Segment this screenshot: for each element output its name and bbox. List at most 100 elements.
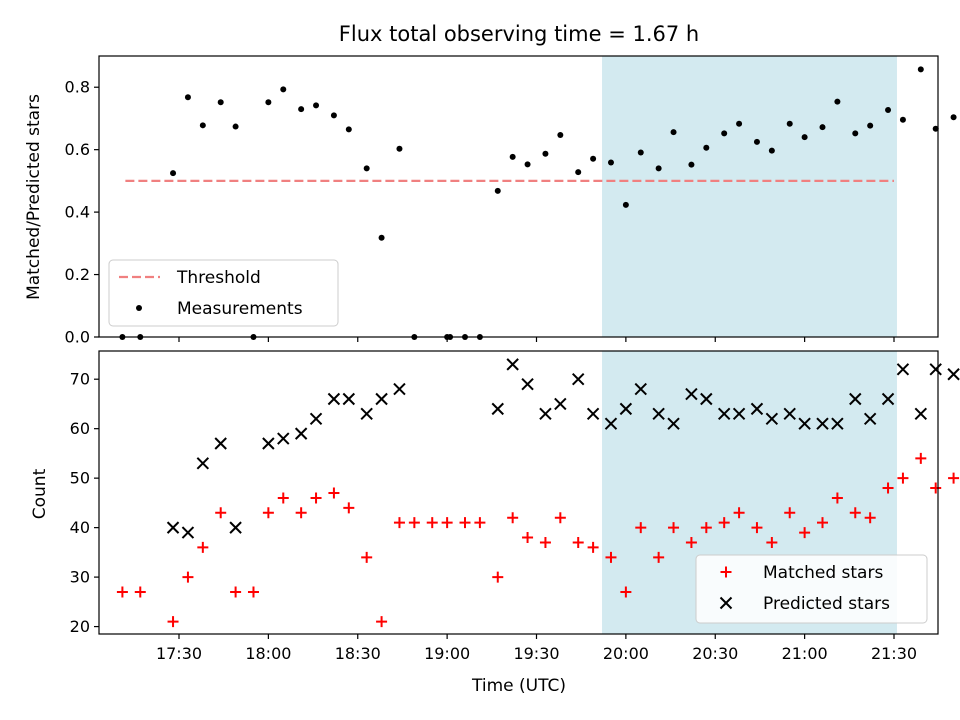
legend-measurements-swatch <box>136 305 142 311</box>
matched-star-point <box>134 586 146 598</box>
bottom-axes-frame <box>98 350 939 635</box>
predicted-star-point <box>619 402 633 416</box>
measurement-point <box>670 129 677 136</box>
measurement-point <box>298 106 305 113</box>
predicted-star-point <box>914 407 928 421</box>
matched-star-point <box>685 536 697 548</box>
matched-star-point <box>554 512 566 524</box>
matched-star-point <box>784 507 796 519</box>
matched-star-point <box>474 517 486 529</box>
predicted-star-point <box>831 417 844 430</box>
measurement-point <box>509 153 516 160</box>
measurement-point <box>184 94 191 101</box>
matched-star-point <box>408 517 420 529</box>
predicted-star-point <box>309 412 323 425</box>
predicted-star-point <box>586 407 600 421</box>
matched-star-point <box>915 452 927 464</box>
predicted-star-point <box>196 457 210 470</box>
measurement-point <box>542 150 549 157</box>
predicted-star-point <box>181 526 195 539</box>
x-tick-label: 21:00 <box>782 644 828 663</box>
measurement-point <box>932 125 939 132</box>
legend-matched-label: Matched stars <box>763 563 883 583</box>
matched-star-point <box>507 512 519 524</box>
predicted-star-point <box>506 358 519 371</box>
matched-star-point <box>295 507 307 519</box>
matched-star-point <box>882 482 894 494</box>
measurement-point <box>950 114 957 121</box>
predicted-star-point <box>634 382 647 396</box>
measurement-point <box>557 131 564 138</box>
measurement-point <box>655 165 662 172</box>
predicted-star-point <box>667 417 680 430</box>
predicted-star-point <box>929 363 942 376</box>
predicted-star-point <box>539 407 552 421</box>
predicted-star-point <box>572 372 585 386</box>
x-axis-label: Time (UTC) <box>471 676 566 696</box>
measurement-point <box>753 138 760 145</box>
matched-star-point <box>766 536 778 548</box>
matched-star-point <box>230 586 242 598</box>
top-y-tick-label: 0.2 <box>65 265 90 284</box>
matched-star-point <box>426 517 438 529</box>
measurement-point <box>313 102 320 109</box>
predicted-star-point <box>717 407 731 421</box>
measurement-point <box>885 107 892 114</box>
top-shaded-region <box>602 56 897 337</box>
predicted-star-point <box>342 392 356 406</box>
matched-star-point <box>751 522 763 534</box>
predicted-star-point <box>700 392 713 406</box>
predicted-star-point <box>685 387 698 401</box>
measurement-point <box>590 155 597 162</box>
matched-star-point <box>167 616 179 628</box>
matched-star-point <box>653 551 665 563</box>
measurement-point <box>232 123 239 130</box>
matched-star-point <box>197 541 209 553</box>
measurement-point <box>575 169 582 176</box>
measurement-point <box>396 145 403 152</box>
predicted-star-point <box>262 437 275 450</box>
predicted-star-point <box>229 521 242 534</box>
matched-star-point <box>492 571 504 583</box>
x-tick-label: 19:30 <box>513 644 559 663</box>
predicted-star-point <box>327 392 341 406</box>
top-legend-box <box>108 259 339 327</box>
top-y-tick-label: 0.8 <box>65 78 90 97</box>
predicted-star-point <box>360 407 373 421</box>
predicted-star-point <box>393 382 406 396</box>
measurement-point <box>768 147 775 154</box>
measurement-point <box>330 112 337 119</box>
top-data-markers <box>119 66 957 340</box>
measurement-point <box>852 130 859 137</box>
predicted-star-point <box>896 363 910 376</box>
matched-star-point <box>733 507 745 519</box>
legend-measurements-label: Measurements <box>177 299 303 319</box>
matched-star-point <box>328 487 340 499</box>
matched-star-point <box>897 472 909 484</box>
predicted-star-point <box>863 412 877 425</box>
top-legend: Threshold Measurements <box>108 259 339 327</box>
predicted-star-point <box>491 402 504 416</box>
matched-star-point <box>393 517 405 529</box>
x-tick-label: 19:00 <box>424 644 470 663</box>
matched-star-point <box>361 551 373 563</box>
bottom-legend-box <box>695 554 928 624</box>
bottom-legend: Matched stars Predicted stars <box>695 554 928 624</box>
matched-star-point <box>310 492 322 504</box>
measurement-point <box>819 124 826 131</box>
measurement-point <box>494 187 501 194</box>
predicted-star-point <box>783 407 796 421</box>
predicted-star-point <box>214 437 227 450</box>
top-axes-frame <box>98 55 939 338</box>
x-tick-label: 20:00 <box>603 644 649 663</box>
x-tick-label: 21:30 <box>871 644 917 663</box>
measurement-point <box>378 234 385 241</box>
matched-star-point <box>522 532 534 544</box>
measurement-point <box>721 130 728 137</box>
matched-star-point <box>116 586 128 598</box>
matched-star-point <box>376 616 388 628</box>
matched-star-point <box>182 571 194 583</box>
measurement-point <box>524 161 531 168</box>
legend-predicted-swatch <box>719 596 733 610</box>
legend-matched-swatch <box>720 566 732 578</box>
